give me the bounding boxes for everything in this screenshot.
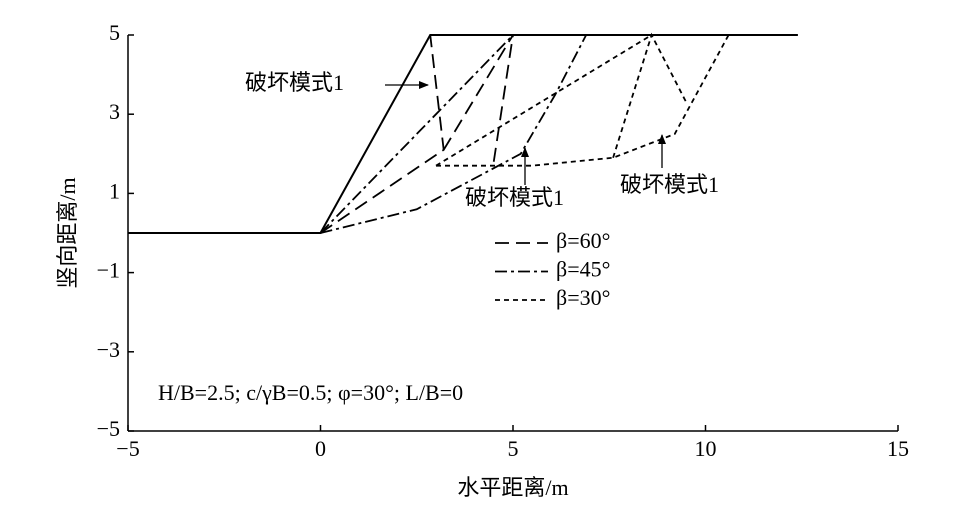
y-tick-label: −1 (97, 258, 120, 283)
y-tick-label: 1 (109, 178, 120, 203)
x-tick-label: 15 (887, 436, 909, 461)
series-line (435, 32, 730, 167)
y-tick-label: −3 (97, 337, 120, 362)
x-tick-label: 10 (695, 436, 717, 461)
x-tick-label: 0 (315, 436, 326, 461)
x-axis-title: 水平距离/m (457, 475, 568, 500)
x-tick-label: 5 (508, 436, 519, 461)
annotation: 破坏模式1 (620, 172, 719, 197)
series-line (128, 34, 798, 234)
y-tick-label: −5 (97, 416, 120, 441)
series-line (319, 34, 514, 234)
legend-label: β=30° (556, 285, 610, 310)
annotation: 破坏模式1 (245, 70, 344, 95)
y-axis-title: 竖向距离/m (55, 177, 80, 288)
y-tick-label: 3 (109, 99, 120, 124)
annotation: H/B=2.5; c/γB=0.5; φ=30°; L/B=0 (158, 380, 463, 405)
series-line (319, 34, 587, 234)
legend-label: β=45° (556, 257, 610, 282)
legend-label: β=60° (556, 228, 610, 253)
y-tick-label: 5 (109, 20, 120, 45)
annotation: 破坏模式1 (465, 185, 564, 210)
x-tick-label: −5 (116, 436, 139, 461)
